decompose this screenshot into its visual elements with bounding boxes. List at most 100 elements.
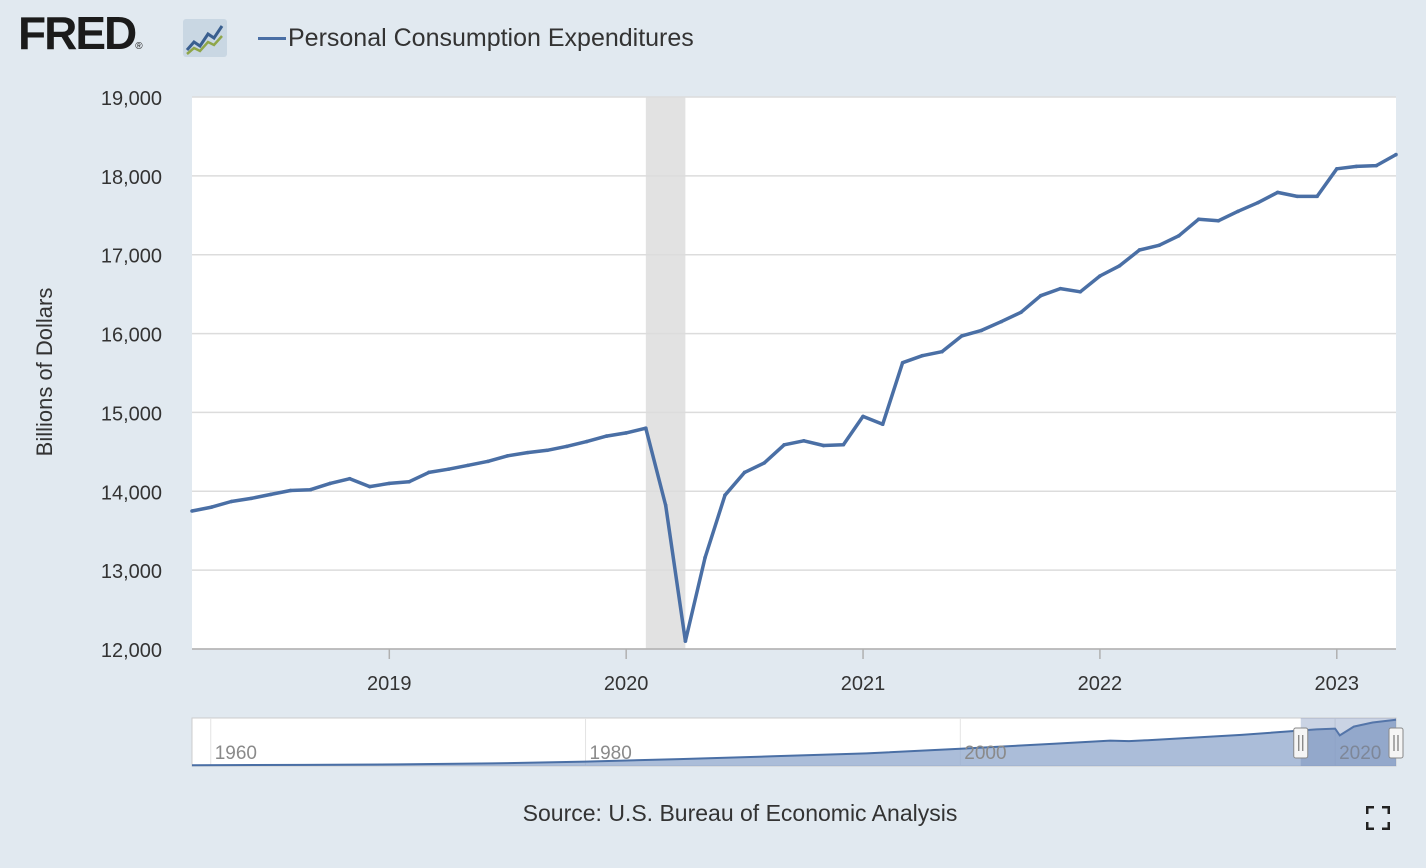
data-point: [1236, 209, 1240, 214]
data-point: [940, 349, 944, 354]
data-point: [782, 442, 786, 447]
navigator-handle-body: [1293, 727, 1309, 759]
data-point: [802, 439, 806, 443]
data-point: [565, 444, 569, 449]
fred-logo[interactable]: FRED®: [18, 10, 143, 56]
data-point: [427, 470, 431, 475]
navigator-selection[interactable]: [1300, 718, 1396, 766]
legend-series-label: Personal Consumption Expenditures: [288, 24, 694, 52]
data-point: [604, 434, 609, 438]
chart: 12,000 13,000 14,000 15,000 16,000 17,000 18,0…: [32, 88, 1404, 767]
y-tick-label: 17,000: [101, 246, 162, 268]
navigator-handle-right[interactable]: [1388, 727, 1404, 759]
data-point: [347, 476, 352, 481]
source-note: Source: U.S. Bureau of Economic Analysis: [522, 800, 958, 826]
data-point: [841, 442, 846, 447]
y-tick-label: 13,000: [101, 561, 162, 583]
navigator-tick-label: 2020: [1339, 743, 1381, 764]
data-point: [1137, 248, 1142, 252]
data-point: [821, 443, 826, 448]
data-point: [1334, 166, 1339, 171]
data-point: [1117, 263, 1122, 268]
x-tick-label: 2021: [841, 673, 886, 695]
data-point: [229, 499, 234, 504]
data-point: [525, 450, 530, 455]
data-point: [387, 481, 392, 486]
data-point: [663, 503, 668, 508]
x-tick-label: 2020: [604, 673, 649, 695]
recession-band: [645, 97, 686, 649]
y-tick-label: 18,000: [101, 167, 162, 189]
data-point: [880, 422, 885, 427]
data-point: [1315, 194, 1319, 199]
y-tick-label: 16,000: [101, 325, 162, 347]
plot-area: [192, 97, 1396, 649]
y-tick-label: 19,000: [101, 88, 162, 110]
navigator-tick-label: 1960: [215, 743, 257, 764]
navigator-tick-label: 1980: [590, 743, 632, 764]
header: FRED® Personal Consumption Expenditures: [0, 0, 1426, 80]
data-point: [960, 334, 964, 338]
data-point: [486, 459, 490, 464]
data-point: [861, 414, 865, 419]
series-line: [191, 153, 1397, 643]
navigator-handle-body: [1388, 727, 1404, 759]
navigator-tick-label: 2000: [964, 743, 1006, 764]
fullscreen-icon[interactable]: [1366, 806, 1390, 830]
data-point: [269, 492, 273, 497]
x-tick-label: 2023: [1315, 673, 1360, 695]
y-axis-title: Billions of Dollars: [32, 288, 57, 457]
data-point: [1019, 310, 1023, 315]
data-point: [1176, 233, 1181, 238]
data-point: [1354, 164, 1359, 169]
data-point: [584, 439, 589, 444]
data-point: [328, 481, 332, 486]
data-point: [1295, 194, 1300, 199]
fred-chart-icon: [183, 19, 227, 57]
legend-swatch: [258, 37, 286, 40]
data-point: [505, 454, 510, 458]
data-point: [742, 470, 747, 475]
y-tick-label: 15,000: [101, 403, 162, 425]
data-point: [920, 353, 925, 358]
data-point: [1256, 200, 1260, 205]
data-point: [1374, 163, 1379, 168]
x-tick-label: 2019: [367, 673, 412, 695]
data-point: [190, 509, 194, 513]
y-tick-label: 12,000: [101, 640, 162, 662]
data-point: [446, 467, 451, 472]
navigator-area: [192, 719, 1396, 766]
data-point: [308, 487, 313, 492]
data-point: [762, 461, 767, 465]
x-tick-label: 2022: [1078, 673, 1123, 695]
data-point: [1157, 243, 1161, 248]
data-point: [545, 448, 550, 453]
data-point: [1394, 152, 1398, 157]
y-tick-label: 14,000: [101, 482, 162, 504]
data-point: [999, 319, 1003, 324]
navigator-line: [191, 718, 1397, 767]
data-point: [1058, 286, 1063, 291]
data-point: [703, 555, 707, 560]
data-point: [209, 505, 214, 509]
data-point: [683, 639, 688, 643]
data-point: [979, 328, 984, 333]
data-point: [1098, 274, 1102, 278]
data-point: [1275, 190, 1280, 195]
data-point: [249, 496, 254, 501]
navigator-handle-left[interactable]: [1293, 727, 1309, 759]
data-point: [288, 488, 293, 493]
data-point: [466, 463, 470, 468]
data-point: [367, 484, 372, 489]
data-point: [644, 426, 648, 431]
fred-logo-text: FRED: [18, 7, 137, 59]
data-point: [723, 493, 727, 498]
data-point: [624, 431, 628, 435]
fred-logo-registered: ®: [135, 41, 143, 52]
data-point: [1216, 219, 1221, 223]
data-point: [1078, 289, 1083, 294]
data-point: [1196, 217, 1201, 222]
data-point: [407, 480, 411, 484]
data-point: [900, 360, 905, 365]
data-point: [1038, 293, 1043, 298]
